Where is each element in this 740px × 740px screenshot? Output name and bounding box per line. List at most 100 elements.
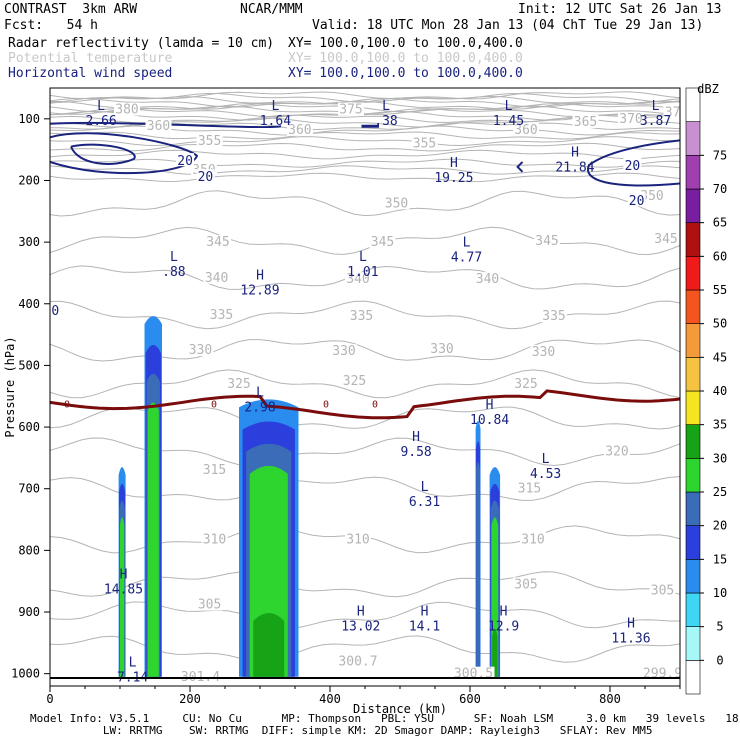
- theta-contour-label: 320: [605, 445, 628, 460]
- theta-contour-label: 330: [532, 345, 555, 360]
- wind-extremum-value: 21.84: [555, 161, 594, 176]
- y-tick-label: 600: [18, 420, 40, 434]
- wind-extremum-value: 14.1: [409, 619, 440, 634]
- wind-extremum-value: 12.9: [488, 619, 519, 634]
- freezing-level-label: 0: [211, 400, 217, 411]
- theta-contour-label: 325: [343, 374, 366, 389]
- wind-contour-line: [70, 143, 136, 165]
- theta-contour-label: 345: [654, 232, 677, 247]
- freezing-level-label: 0: [372, 400, 378, 411]
- theta-contour-label: 310: [521, 532, 544, 547]
- theta-contour-line: [50, 91, 680, 100]
- colorbar-swatch: [685, 256, 701, 291]
- wind-extremum-value: 19.25: [434, 171, 473, 186]
- theta-contour-label: 315: [518, 482, 541, 497]
- field-xy-reflectivity: XY= 100.0,100.0 to 100.0,400.0: [288, 36, 523, 51]
- x-tick-label: 800: [599, 692, 621, 706]
- colorbar-label: 55: [713, 283, 727, 297]
- field-xy-wind: XY= 100.0,100.0 to 100.0,400.0: [288, 66, 523, 81]
- wind-extremum-value: 1.64: [260, 114, 291, 129]
- colorbar-swatch: [685, 424, 701, 459]
- theta-contour-label: 305: [514, 577, 537, 592]
- colorbar-label: 5: [716, 620, 723, 634]
- y-tick-label: 200: [18, 173, 40, 187]
- wind-extremum-marker: H: [421, 604, 429, 619]
- colorbar-swatch: [685, 660, 701, 695]
- freezing-level-line: [50, 389, 680, 420]
- theta-contour-line: [50, 102, 680, 113]
- wind-contour-label: 20: [198, 170, 214, 185]
- wind-contour-line: [586, 139, 680, 187]
- wind-extremum-marker: H: [486, 398, 494, 413]
- y-tick-label: 100: [18, 112, 40, 126]
- wind-extremum-value: 10.84: [470, 413, 509, 428]
- wind-extremum-marker: L: [542, 452, 550, 467]
- model-info-line2: LW: RRTMG SW: RRTMG DIFF: simple KM: 2D …: [30, 724, 653, 737]
- wind-extremum-marker: L: [271, 99, 279, 114]
- theta-contour-label: 345: [206, 235, 229, 250]
- wind-extremum-marker: L: [170, 250, 178, 265]
- wind-extremum-marker: H: [357, 604, 365, 619]
- theta-contour-label: 330: [332, 344, 355, 359]
- theta-contour-line: [50, 190, 680, 217]
- theta-contour-label: 340: [205, 271, 228, 286]
- theta-contour-label: 370: [619, 112, 642, 127]
- theta-contour-label: 330: [189, 343, 212, 358]
- wind-contour-label: 20: [44, 304, 60, 319]
- theta-contour-label: 335: [350, 309, 373, 324]
- colorbar-swatch: [685, 155, 701, 190]
- wind-extremum-marker: L: [421, 480, 429, 495]
- wind-extremum-marker: L: [463, 236, 471, 251]
- theta-contour-line: [50, 100, 680, 110]
- wind-extremum-marker: L: [97, 99, 105, 114]
- theta-contour-label: 330: [430, 342, 453, 357]
- wind-extremum-value: .38: [374, 114, 397, 129]
- plot-area: 0 0 0 0 380 375 375 370 365 360 360 360 355 355 350 350…: [44, 91, 688, 686]
- theta-contour-label: 310: [346, 532, 369, 547]
- theta-contour-label: 375: [339, 103, 362, 118]
- y-axis-label: Pressure (hPa): [3, 336, 17, 437]
- colorbar-label: 25: [713, 485, 727, 499]
- wind-extremum-marker: H: [500, 604, 508, 619]
- colorbar-swatch: [685, 525, 701, 560]
- theta-contour-label: 345: [535, 234, 558, 249]
- colorbar-swatch: [685, 222, 701, 257]
- colorbar-swatch: [685, 121, 701, 156]
- valid-time: Valid: 18 UTC Mon 28 Jan 13 (04 ChT Tue …: [312, 18, 704, 33]
- field-name-reflectivity: Radar reflectivity (lamda = 10 cm): [8, 36, 275, 51]
- wind-extremum-marker: L: [129, 656, 137, 671]
- theta-contour-label: 335: [542, 309, 565, 324]
- colorbar-swatch: [685, 559, 701, 594]
- wind-extremum-marker: H: [450, 156, 458, 171]
- colorbar-swatch: [685, 592, 701, 627]
- theta-contour-line: [50, 149, 680, 160]
- theta-contour-label: 340: [346, 272, 369, 287]
- x-tick-label: 600: [459, 692, 481, 706]
- colorbar-swatch: [685, 491, 701, 526]
- wind-extremum-value: 13.02: [341, 619, 380, 634]
- wind-contour-label: 20: [177, 154, 193, 169]
- wind-extremum-marker: L: [382, 99, 390, 114]
- theta-contour-label: 325: [227, 377, 250, 392]
- wind-extremum-value: 11.36: [611, 632, 650, 647]
- wind-extremum-value: 14.85: [104, 582, 143, 597]
- colorbar-swatch: [685, 390, 701, 425]
- x-tick-label: 200: [179, 692, 201, 706]
- theta-contour-line: [50, 165, 680, 175]
- theta-contour-line: [50, 131, 680, 140]
- theta-contour-label: 350: [385, 196, 408, 211]
- model-name: CONTRAST 3km ARW: [4, 2, 138, 17]
- wind-contour-line: [50, 132, 199, 175]
- wind-extremum-value: 12.89: [240, 283, 279, 298]
- wind-extremum-value: 1.45: [493, 114, 524, 129]
- theta-contour-label: 375: [665, 106, 688, 121]
- wind-extremum-value: 3.87: [640, 114, 671, 129]
- colorbar-label: 30: [713, 451, 727, 465]
- colorbar-label: 10: [713, 586, 727, 600]
- x-tick-label: 0: [46, 692, 53, 706]
- wind-extremum-value: 4.77: [451, 251, 482, 266]
- colorbar-swatch: [685, 188, 701, 223]
- colorbar-label: 65: [713, 216, 727, 230]
- colorbar-unit: dBZ: [697, 82, 719, 96]
